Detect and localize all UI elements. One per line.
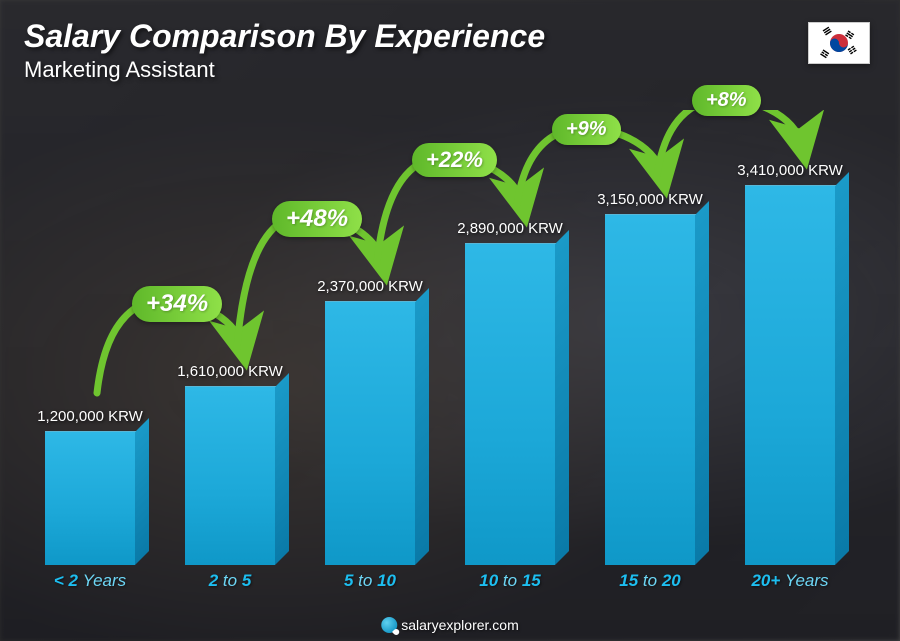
pct-increase-badge: +9% (552, 114, 621, 145)
chart-container: Salary Comparison By Experience Marketin… (0, 0, 900, 641)
header: Salary Comparison By Experience Marketin… (24, 18, 545, 83)
chart-subtitle: Marketing Assistant (24, 57, 545, 83)
footer-text: salaryexplorer.com (401, 617, 519, 633)
chart-area: 1,200,000 KRW< 2 Years1,610,000 KRW2 to … (20, 110, 860, 593)
pct-increase-badge: +34% (132, 286, 222, 322)
pct-increase-badge: +22% (412, 143, 497, 177)
salaryexplorer-logo-icon (381, 617, 397, 633)
country-flag-icon (808, 22, 870, 64)
chart-title: Salary Comparison By Experience (24, 18, 545, 55)
pct-increase-badge: +48% (272, 201, 362, 237)
footer-attribution: salaryexplorer.com (381, 617, 519, 633)
pct-increase-badge: +8% (692, 85, 761, 116)
pct-badges-layer: +34%+48%+22%+9%+8% (20, 110, 860, 593)
